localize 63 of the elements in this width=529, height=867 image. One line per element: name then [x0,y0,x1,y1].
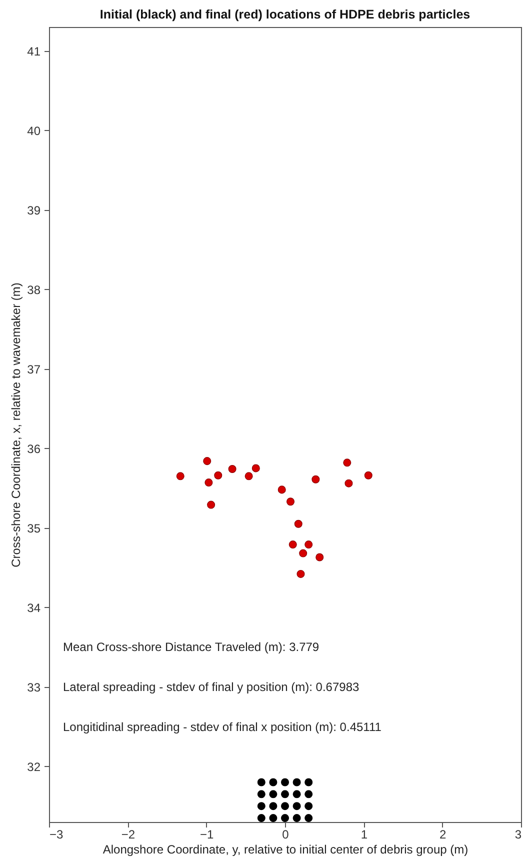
annotation: Lateral spreading - stdev of final y position (m): 0.67983 [63,680,360,694]
y-tick-label: 35 [27,521,41,536]
point [214,471,222,480]
y-tick-label: 38 [27,282,41,297]
point [269,802,278,810]
point [304,790,313,798]
point [280,814,290,822]
point [304,814,313,822]
y-tick-label: 37 [27,362,41,376]
x-tick-label: 3 [514,828,522,842]
point [304,778,313,786]
y-tick-label: 39 [27,203,41,218]
point [296,570,305,578]
annotation: Mean Cross-shore Distance Traveled (m): 3.779 [63,640,320,654]
x-tick-label: −3 [50,828,64,842]
point [269,778,278,786]
y-tick-label: 34 [27,600,41,615]
point [280,790,290,798]
point [204,478,213,487]
point [364,471,372,480]
y-tick-label: 40 [27,124,41,138]
point [257,814,266,822]
point [203,457,212,466]
point [228,465,236,474]
point [292,790,301,798]
point [269,790,278,798]
x-tick-label: 2 [439,828,446,842]
point [280,802,290,810]
point [244,472,253,480]
point [176,472,184,480]
point [292,802,301,810]
point [343,458,352,467]
point [316,553,324,562]
point [312,475,320,484]
x-tick-label: 0 [282,828,290,842]
point [278,486,286,494]
point [344,479,353,488]
y-tick-label: 33 [27,680,41,694]
point [299,549,308,558]
point [269,814,278,822]
x-tick-label: −1 [200,828,214,842]
x-tick-label: 1 [360,828,368,842]
point [304,540,313,549]
y-axis-title: Cross-shore Coordinate, x, relative to wavemaker (m) [9,282,24,568]
x-axis-title: Alongshore Coordinate, y, relative to initial center of debris group (m) [102,842,468,856]
point [288,540,297,549]
point [207,500,216,509]
point [304,802,313,810]
y-tick-label: 36 [27,442,41,456]
point [292,778,301,786]
annotation: Longitidinal spreading - stdev of final x position (m): 0.45111 [63,720,382,734]
point [280,778,290,786]
chart-title: Initial (black) and final (red) locations of HDPE debris particles [100,8,470,22]
y-tick-label: 41 [27,44,41,58]
x-tick-label: −2 [121,828,136,842]
point [292,814,301,822]
point [257,790,266,798]
point [252,464,260,472]
point [257,802,266,810]
point [286,498,295,506]
point [257,778,266,786]
point [294,520,302,528]
y-tick-label: 32 [27,760,41,774]
